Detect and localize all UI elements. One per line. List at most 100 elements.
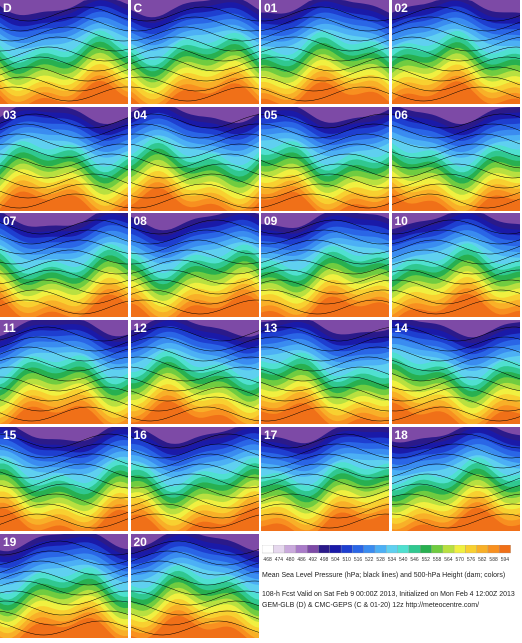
isobar (391, 483, 520, 499)
isobar (0, 580, 129, 595)
isobar (391, 473, 520, 489)
colorbar-label: 528 (376, 557, 385, 563)
isobar (130, 240, 259, 255)
isobar (0, 290, 129, 305)
colorbar-label: 522 (365, 557, 374, 563)
height-band (0, 213, 128, 228)
isobar (130, 356, 259, 372)
colorbar-label: 546 (410, 557, 419, 563)
isobar (130, 463, 259, 479)
isobar (260, 56, 390, 72)
isobar (0, 483, 129, 499)
map (391, 320, 520, 431)
isobar (130, 443, 259, 459)
isobar (0, 16, 129, 32)
panel-label: 11 (3, 321, 16, 336)
height-band (130, 426, 259, 444)
isobar (130, 570, 259, 585)
isobar (130, 580, 259, 595)
isobar (0, 260, 129, 275)
isobar (391, 26, 520, 42)
isobar (130, 326, 259, 342)
colorbar-label: 498 (320, 557, 329, 563)
height-band (391, 106, 520, 124)
height-band (261, 320, 389, 335)
isobar (0, 76, 129, 92)
isobar (260, 280, 390, 295)
colorbar-swatch (284, 545, 297, 554)
isobar (130, 66, 259, 82)
isobar (260, 386, 390, 402)
isobar (260, 250, 390, 265)
panel-label: 09 (264, 214, 278, 229)
isobar (260, 230, 390, 245)
isobar (0, 66, 129, 82)
map-panel: 11 (0, 320, 129, 430)
map (130, 426, 259, 537)
map-panel: 15 (0, 426, 129, 534)
map-panel: 14 (391, 320, 520, 431)
colorbar-label: 534 (388, 557, 397, 563)
colorbar-swatch (420, 545, 432, 554)
isobar (260, 26, 390, 42)
colorbar-swatch (476, 545, 489, 554)
colorbar-swatch (340, 545, 353, 554)
isobar (0, 550, 129, 565)
isobar (260, 443, 390, 459)
isobar (130, 620, 259, 635)
colorbar-swatch (273, 545, 285, 554)
isobar (0, 463, 129, 479)
isobar (130, 540, 259, 555)
map (0, 106, 129, 217)
isobar (391, 270, 520, 285)
colorbar-label: 510 (343, 557, 352, 563)
isobar (391, 260, 520, 275)
isobar (0, 396, 129, 412)
isobar (130, 270, 259, 285)
panel-label: 12 (133, 321, 147, 336)
isobar (391, 163, 520, 178)
isobar (260, 193, 390, 208)
isobar (0, 620, 129, 635)
isobar (130, 453, 259, 469)
isobar (0, 123, 129, 138)
panel-label: 16 (133, 427, 147, 442)
isobar (130, 290, 259, 305)
colorbar-swatch (318, 545, 330, 554)
source-line: GEM-GLB (D) & CMC-GEPS (C & 01-20) 12z h… (262, 602, 480, 609)
map (130, 320, 259, 430)
isobar (391, 16, 520, 32)
isobar (130, 36, 259, 52)
isobar (130, 6, 259, 22)
map-panel: C (130, 0, 259, 111)
isobar (130, 143, 259, 158)
isobar (260, 270, 390, 285)
isobar (391, 280, 520, 295)
colorbar-swatch (442, 545, 455, 554)
map (0, 426, 129, 534)
height-band (130, 320, 259, 337)
isobar (0, 183, 129, 198)
height-band (261, 0, 389, 14)
isobar (0, 540, 129, 555)
isobar (130, 163, 259, 178)
isobar (260, 183, 390, 198)
isobar (391, 326, 520, 342)
isobar (0, 326, 129, 342)
isobar (130, 600, 259, 615)
isobar (0, 600, 129, 615)
panel-label: 08 (133, 214, 147, 229)
colorbar-label: 516 (354, 557, 363, 563)
isobar (260, 123, 390, 138)
isobar (391, 513, 520, 529)
isobar (391, 46, 520, 62)
map-panel: D (0, 0, 129, 108)
isobar (260, 76, 390, 92)
colorbar-label: 588 (489, 557, 498, 563)
isobar (260, 113, 390, 128)
isobar (130, 123, 259, 138)
isobar (391, 56, 520, 72)
height-band (130, 213, 259, 231)
isobar (130, 610, 259, 625)
isobar (130, 336, 259, 352)
